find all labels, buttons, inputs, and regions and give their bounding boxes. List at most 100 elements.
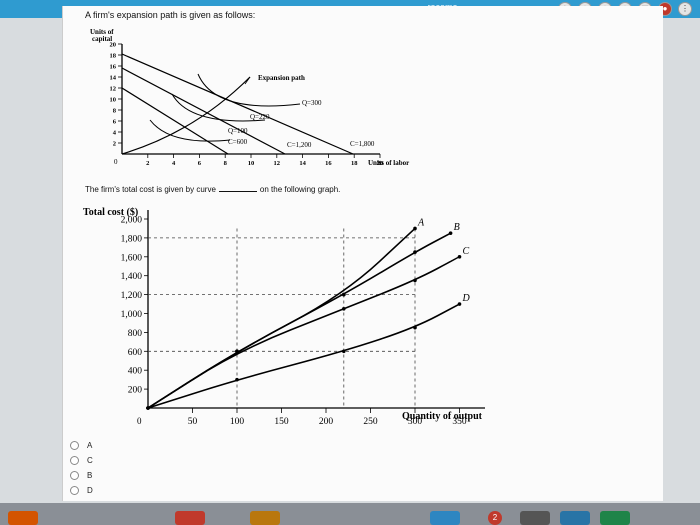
cost-point-d — [146, 406, 150, 410]
isoquant-300-label: Q=300 — [302, 99, 322, 107]
exp-y-tick-label: 14 — [110, 75, 117, 82]
total-cost-axis-label: Total cost ($) — [83, 207, 138, 218]
radio-a[interactable] — [70, 441, 79, 450]
cost-curve-label-a: A — [417, 217, 425, 228]
option-c[interactable]: C — [70, 456, 93, 465]
exp-x-tick-label: 20 — [377, 160, 384, 167]
exp-x-tick-label: 6 — [198, 160, 202, 167]
cost-guide-lines — [148, 228, 416, 408]
exp-x-tick-label: 8 — [224, 160, 228, 167]
cost-point-c — [235, 349, 239, 354]
cost-y-tick-label: 1,400 — [121, 272, 143, 282]
cost-x-tick-label: 200 — [319, 417, 334, 427]
cost-y-tick-label: 1,800 — [121, 234, 143, 244]
isocost-1200-label: C=1,200 — [287, 141, 312, 149]
notification-badge[interactable]: 2 — [488, 511, 502, 525]
cost-y-tick-label: 400 — [128, 367, 143, 377]
cost-x-tick-label: 100 — [230, 417, 245, 427]
capital-axis-label: Units of — [90, 28, 114, 36]
exp-x-tick-label: 12 — [274, 160, 281, 167]
cost-x-tick-label: 50 — [188, 417, 198, 427]
cost-x-tick-label: 350 — [452, 417, 467, 427]
radio-b[interactable] — [70, 471, 79, 480]
isocost-line-600 — [121, 87, 229, 155]
exp-y-tick-label: 10 — [110, 97, 117, 104]
exp-y-tick-label: 2 — [113, 141, 116, 148]
cost-point-b — [413, 250, 417, 254]
exp-y-tick-label: 12 — [110, 86, 117, 93]
isoquant-300 — [197, 73, 301, 107]
expansion-path-label: Expansion path — [258, 74, 305, 82]
cost-y-ticks: 200 400 600 800 1,000 1,200 1,400 1,600 1,800 2,0… — [121, 216, 148, 396]
cost-curve-label-d: D — [462, 293, 471, 304]
cost-point-c — [413, 278, 417, 283]
option-d[interactable]: D — [70, 486, 93, 495]
exp-y-tick-label: 18 — [110, 53, 117, 60]
total-cost-chart: Total cost ($) 200 400 600 800 1,000 1,200 1,4… — [83, 207, 485, 427]
cost-curve-label-b: B — [454, 222, 460, 233]
option-b[interactable]: B — [70, 471, 92, 480]
cost-curves — [146, 226, 462, 410]
exp-y-tick-label: 16 — [110, 64, 117, 71]
exp-x-tick-label: 16 — [325, 160, 332, 167]
cost-curve-d — [147, 303, 460, 409]
cost-point-d — [457, 302, 462, 306]
cost-point-c — [342, 306, 346, 311]
exp-y-tick-label: 6 — [113, 119, 117, 126]
app-icon-6[interactable] — [560, 511, 590, 525]
expansion-origin: 0 — [114, 158, 118, 166]
cost-point-d — [342, 349, 346, 354]
isocost-600-label: C=600 — [228, 138, 248, 146]
capital-axis-label-2: capital — [92, 35, 112, 43]
isocost-line-1200 — [121, 67, 286, 155]
exp-y-tick-label: 20 — [110, 42, 117, 49]
radio-d[interactable] — [70, 486, 79, 495]
question-middle-after: on the following graph. — [259, 185, 341, 194]
question-title: A firm's expansion path is given as foll… — [85, 10, 256, 20]
app-icon-4[interactable] — [430, 511, 460, 525]
cost-curve-labels: A B C D — [417, 217, 471, 304]
labor-axis-label: Units of labor — [368, 159, 409, 167]
app-icon-1[interactable] — [8, 511, 38, 525]
cost-point-b — [448, 231, 453, 235]
cost-curve-b — [147, 232, 451, 409]
cost-curve-c — [147, 256, 460, 409]
cost-point-d — [235, 377, 239, 382]
option-d-label: D — [87, 486, 93, 495]
cost-y-tick-label: 1,000 — [121, 310, 143, 320]
isocost-1800-label: C=1,800 — [350, 140, 375, 148]
cost-x-tick-label: 300 — [408, 417, 423, 427]
cost-y-tick-label: 2,000 — [121, 216, 143, 226]
app-icon-3[interactable] — [250, 511, 280, 525]
isoquant-100 — [149, 119, 231, 142]
app-icon-7[interactable] — [600, 511, 630, 525]
question-page — [62, 6, 663, 501]
cost-x-ticks: 50 100 150 200 250 300 350 — [188, 408, 467, 427]
cost-x-tick-label: 250 — [363, 417, 378, 427]
expansion-y-ticks: 2 4 6 8 10 12 14 16 18 20 — [110, 42, 122, 148]
option-a[interactable]: A — [70, 441, 92, 450]
isocost-line-1800 — [121, 53, 354, 155]
taskbar: 2 — [0, 503, 700, 525]
radio-c[interactable] — [70, 456, 79, 465]
cost-point-c — [457, 255, 462, 259]
question-middle: The firm's total cost is given by curve o… — [85, 185, 340, 194]
exp-x-tick-label: 10 — [248, 160, 255, 167]
cost-point-a — [413, 226, 417, 231]
menu-icon[interactable]: ⋮ — [678, 2, 692, 16]
cost-y-tick-label: 600 — [128, 348, 143, 358]
cost-y-tick-label: 800 — [128, 329, 143, 339]
exp-y-tick-label: 8 — [113, 108, 117, 115]
exp-x-tick-label: 4 — [172, 160, 176, 167]
isoquant-220-label: Q=220 — [250, 113, 270, 121]
option-c-label: C — [87, 456, 93, 465]
cost-origin: 0 — [137, 416, 142, 426]
isoquant-220 — [171, 93, 266, 122]
expansion-x-ticks: 2 4 6 8 10 12 14 16 18 20 — [146, 154, 383, 167]
cost-curve-label-c: C — [463, 246, 470, 257]
isoquant-100-label: Q=100 — [228, 127, 248, 135]
expansion-path-line — [121, 76, 251, 155]
app-icon-5[interactable] — [520, 511, 550, 525]
app-icon-2[interactable] — [175, 511, 205, 525]
cost-point-d — [413, 325, 417, 330]
